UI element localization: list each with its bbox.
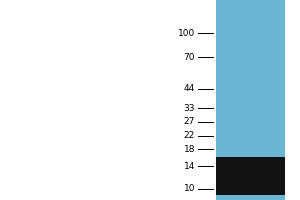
Text: 33: 33: [184, 104, 195, 113]
Text: 18: 18: [184, 145, 195, 154]
Bar: [216, 157, 285, 195]
Text: 22: 22: [184, 131, 195, 140]
Text: 14: 14: [184, 162, 195, 171]
Text: 100: 100: [178, 29, 195, 38]
Text: 70: 70: [184, 53, 195, 62]
Text: 27: 27: [184, 117, 195, 126]
Text: 10: 10: [184, 184, 195, 193]
Bar: [216, 0, 285, 200]
Text: 44: 44: [184, 84, 195, 93]
